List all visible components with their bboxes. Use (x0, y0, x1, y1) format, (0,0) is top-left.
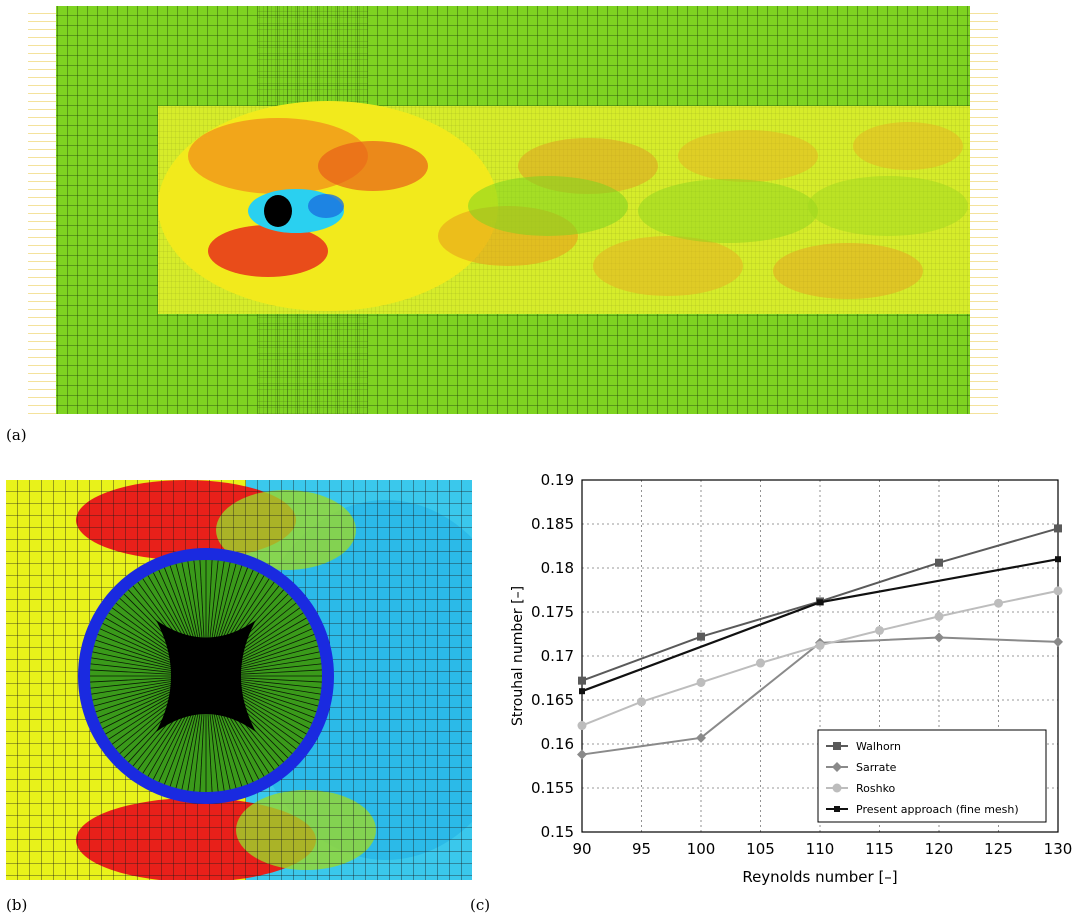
data-point (1053, 586, 1063, 596)
data-point (756, 658, 765, 668)
legend-entry: Roshko (856, 782, 896, 795)
y-tick-label: 0.18 (541, 559, 574, 577)
data-point (875, 625, 884, 635)
x-axis-label: Reynolds number [–] (742, 868, 897, 886)
data-point (934, 632, 944, 643)
legend-entry: Sarrate (856, 761, 897, 774)
legend-marker (833, 742, 841, 750)
y-tick-label: 0.15 (541, 823, 574, 841)
x-tick-label: 105 (746, 840, 775, 858)
legend-entry: Present approach (fine mesh) (856, 803, 1019, 816)
plot-frame (581, 479, 1059, 833)
series-present (579, 556, 1061, 695)
data-point (579, 688, 585, 695)
data-point (1053, 636, 1063, 647)
data-point (577, 749, 587, 760)
data-point (934, 611, 944, 621)
y-tick-label: 0.19 (541, 471, 574, 489)
x-tick-label: 115 (865, 840, 894, 858)
y-tick-label: 0.155 (531, 779, 574, 797)
data-point (1054, 524, 1062, 533)
data-point (577, 721, 587, 731)
x-tick-label: 130 (1044, 840, 1073, 858)
legend-marker (832, 762, 842, 772)
x-tick-label: 95 (632, 840, 651, 858)
data-point (696, 732, 706, 743)
strouhal-chart: 90 95 100 105 110 115 120 125 130 0.150.1550.160… (510, 471, 1072, 886)
panel-label-a: (a) (6, 426, 27, 444)
legend-box (817, 729, 1047, 823)
series-lines (577, 524, 1063, 760)
y-tick-label: 0.17 (541, 647, 574, 665)
legend: Walhorn Sarrate Roshko Present approach (fi… (817, 729, 1047, 823)
x-tick-label: 120 (925, 840, 954, 858)
data-point (637, 697, 646, 707)
cylinder-mesh-zoom-image (6, 480, 472, 880)
x-tick-labels: 90 95 100 105 110 115 120 125 130 (572, 840, 1072, 858)
panel-label-b: (b) (6, 896, 28, 914)
x-tick-label: 90 (572, 840, 591, 858)
data-point (1055, 556, 1061, 563)
data-point (994, 598, 1003, 608)
y-tick-label: 0.175 (531, 603, 574, 621)
legend-entry: Walhorn (856, 740, 901, 753)
x-tick-label: 100 (687, 840, 716, 858)
y-tick-labels: 0.15 0.155 0.16 0.165 0.17 0.175 0.18 0.185 0.19 (531, 471, 574, 841)
data-point (815, 640, 825, 650)
data-point (578, 676, 586, 685)
data-point (697, 632, 705, 641)
y-axis-label: Strouhal number [–] (510, 586, 526, 726)
y-tick-label: 0.16 (541, 735, 574, 753)
panel-label-c: (c) (470, 896, 491, 914)
legend-marker (834, 806, 840, 812)
x-tick-label: 110 (806, 840, 835, 858)
series-roshko (577, 586, 1063, 731)
y-tick-label: 0.185 (531, 515, 574, 533)
data-point (696, 677, 706, 687)
data-point (935, 558, 943, 567)
flow-field-channel-image (28, 6, 998, 414)
x-tick-label: 125 (984, 840, 1013, 858)
data-point (817, 599, 823, 606)
legend-marker (832, 783, 842, 793)
y-tick-label: 0.165 (531, 691, 574, 709)
